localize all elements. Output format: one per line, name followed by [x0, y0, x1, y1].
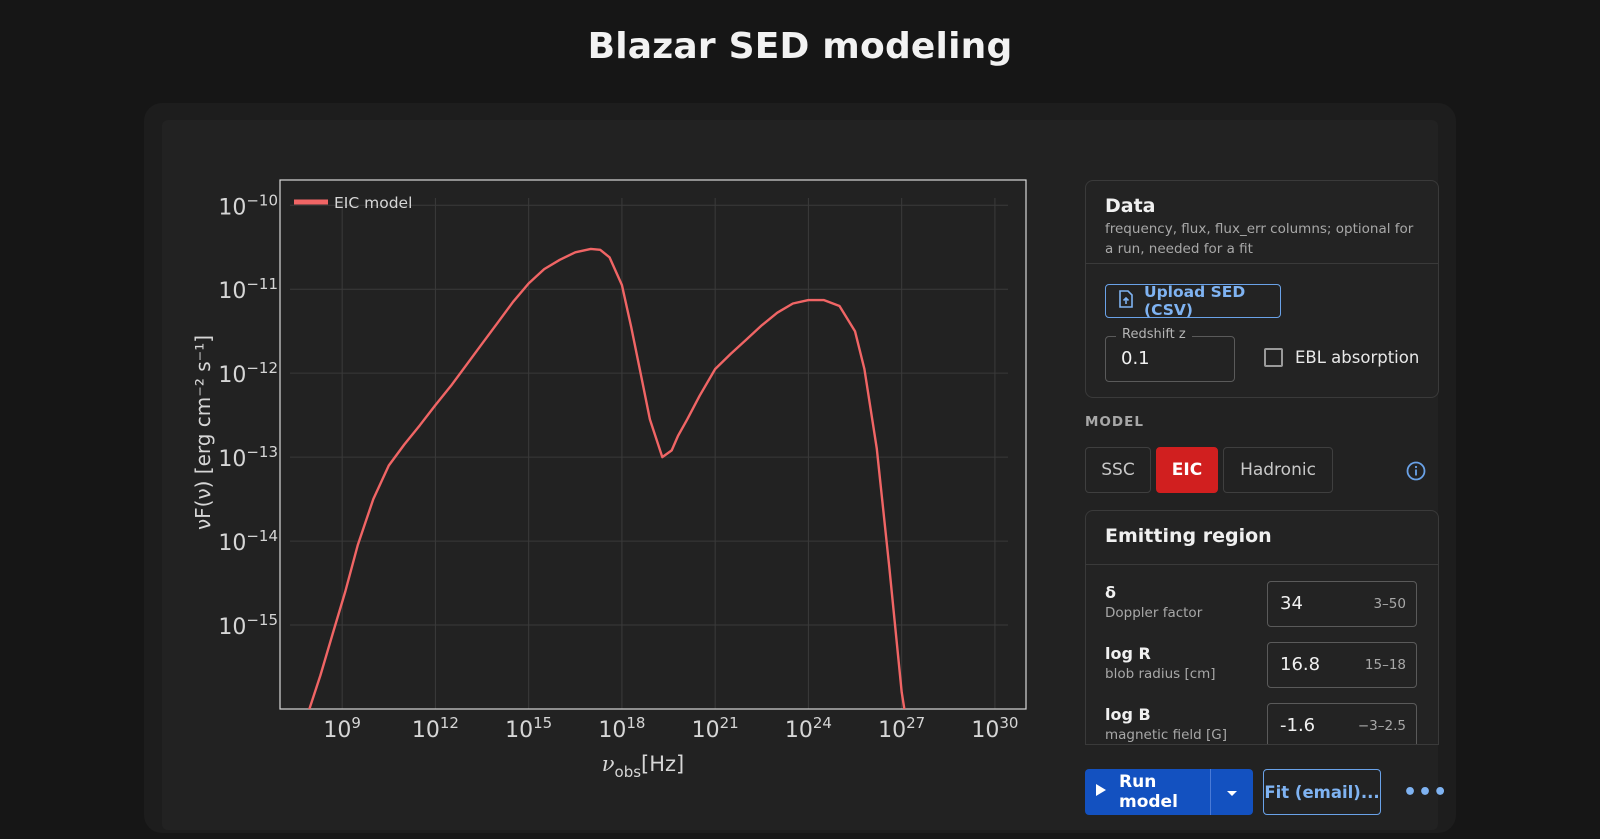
play-icon [1095, 782, 1107, 802]
x-tick-label: 1024 [785, 714, 832, 743]
chevron-down-icon [1226, 783, 1238, 802]
y-tick-label: 10−15 [218, 611, 278, 640]
data-panel-title: Data [1105, 195, 1156, 217]
y-tick-label: 10−14 [218, 527, 278, 556]
upload-sed-button[interactable]: Upload SED (CSV) [1105, 283, 1281, 319]
x-tick-label: 1015 [505, 714, 552, 743]
log-b-input[interactable]: -1.6 −3–2.5 [1267, 703, 1417, 744]
log-r-input[interactable]: 16.8 15–18 [1267, 642, 1417, 688]
param-name: log R [1105, 644, 1151, 663]
sed-chart: 109 1012 1015 1018 1021 1024 1027 1030 10−10 10−1… [191, 179, 1027, 781]
run-model-button[interactable]: Run model [1085, 769, 1210, 815]
y-axis-label: νF(ν) [erg cm⁻² s⁻¹] [191, 335, 215, 530]
param-name: log B [1105, 705, 1151, 724]
y-tick-label: 10−10 [218, 191, 278, 220]
info-icon[interactable] [1406, 461, 1426, 485]
redshift-label: Redshift z [1116, 327, 1192, 342]
ebl-checkbox[interactable] [1264, 348, 1283, 367]
y-tick-label: 10−12 [218, 359, 278, 388]
upload-sed-label: Upload SED (CSV) [1144, 283, 1246, 319]
plot-frame [279, 179, 1027, 710]
x-tick-label: 1021 [692, 714, 739, 743]
param-name: δ [1105, 583, 1116, 602]
emitting-region-panel: Emitting region δ Doppler factor 34 3–50… [1085, 510, 1439, 745]
x-tick-label: 1030 [971, 714, 1018, 743]
series-line-0 [308, 247, 906, 709]
fit-email-button[interactable]: Fit (email)... [1263, 769, 1381, 815]
plot-background [280, 180, 1026, 709]
data-panel: Data frequency, flux, flux_err columns; … [1085, 180, 1439, 398]
ebl-label: EBL absorption [1295, 348, 1420, 367]
tab-eic[interactable]: EIC [1156, 447, 1218, 493]
run-button-group: Run model [1085, 769, 1253, 815]
page-title: Blazar SED modeling [587, 26, 1013, 67]
param-desc: Doppler factor [1105, 605, 1203, 621]
x-tick-label: 1027 [878, 714, 925, 743]
x-axis-label: νobs[Hz] [602, 752, 685, 781]
upload-file-icon [1118, 290, 1134, 312]
data-panel-subtitle: frequency, flux, flux_err columns; optio… [1105, 221, 1414, 257]
param-range: −3–2.5 [1357, 718, 1406, 734]
param-doppler: δ Doppler factor 34 3–50 [1105, 581, 1425, 631]
param-value: -1.6 [1280, 715, 1316, 736]
legend-label: EIC model [334, 194, 412, 212]
param-value: 34 [1280, 593, 1303, 614]
model-tabs: SSC EIC Hadronic [1085, 447, 1333, 493]
redshift-value: 0.1 [1121, 348, 1150, 369]
tab-hadronic[interactable]: Hadronic [1223, 447, 1333, 493]
more-options-icon[interactable]: ••• [1403, 780, 1449, 805]
param-log-r: log R blob radius [cm] 16.8 15–18 [1105, 642, 1425, 692]
param-value: 16.8 [1280, 654, 1321, 675]
emitting-region-title: Emitting region [1086, 511, 1438, 565]
param-desc: magnetic field [G] [1105, 727, 1228, 743]
redshift-input[interactable]: Redshift z 0.1 [1105, 327, 1235, 382]
x-tick-label: 1018 [598, 714, 645, 743]
param-desc: blob radius [cm] [1105, 666, 1216, 682]
param-range: 3–50 [1373, 596, 1406, 612]
tab-ssc[interactable]: SSC [1085, 447, 1151, 493]
param-range: 15–18 [1364, 657, 1406, 673]
run-options-dropdown[interactable] [1210, 769, 1253, 815]
model-section-label: MODEL [1085, 414, 1144, 430]
y-tick-label: 10−13 [218, 443, 278, 472]
y-tick-label: 10−11 [218, 275, 278, 304]
ebl-absorption-toggle[interactable]: EBL absorption [1264, 348, 1419, 367]
run-model-label: Run model [1119, 772, 1178, 812]
doppler-input[interactable]: 34 3–50 [1267, 581, 1417, 627]
x-tick-label: 1012 [412, 714, 459, 743]
param-log-b: log B magnetic field [G] -1.6 −3–2.5 [1105, 703, 1425, 744]
x-tick-label: 109 [323, 714, 361, 743]
